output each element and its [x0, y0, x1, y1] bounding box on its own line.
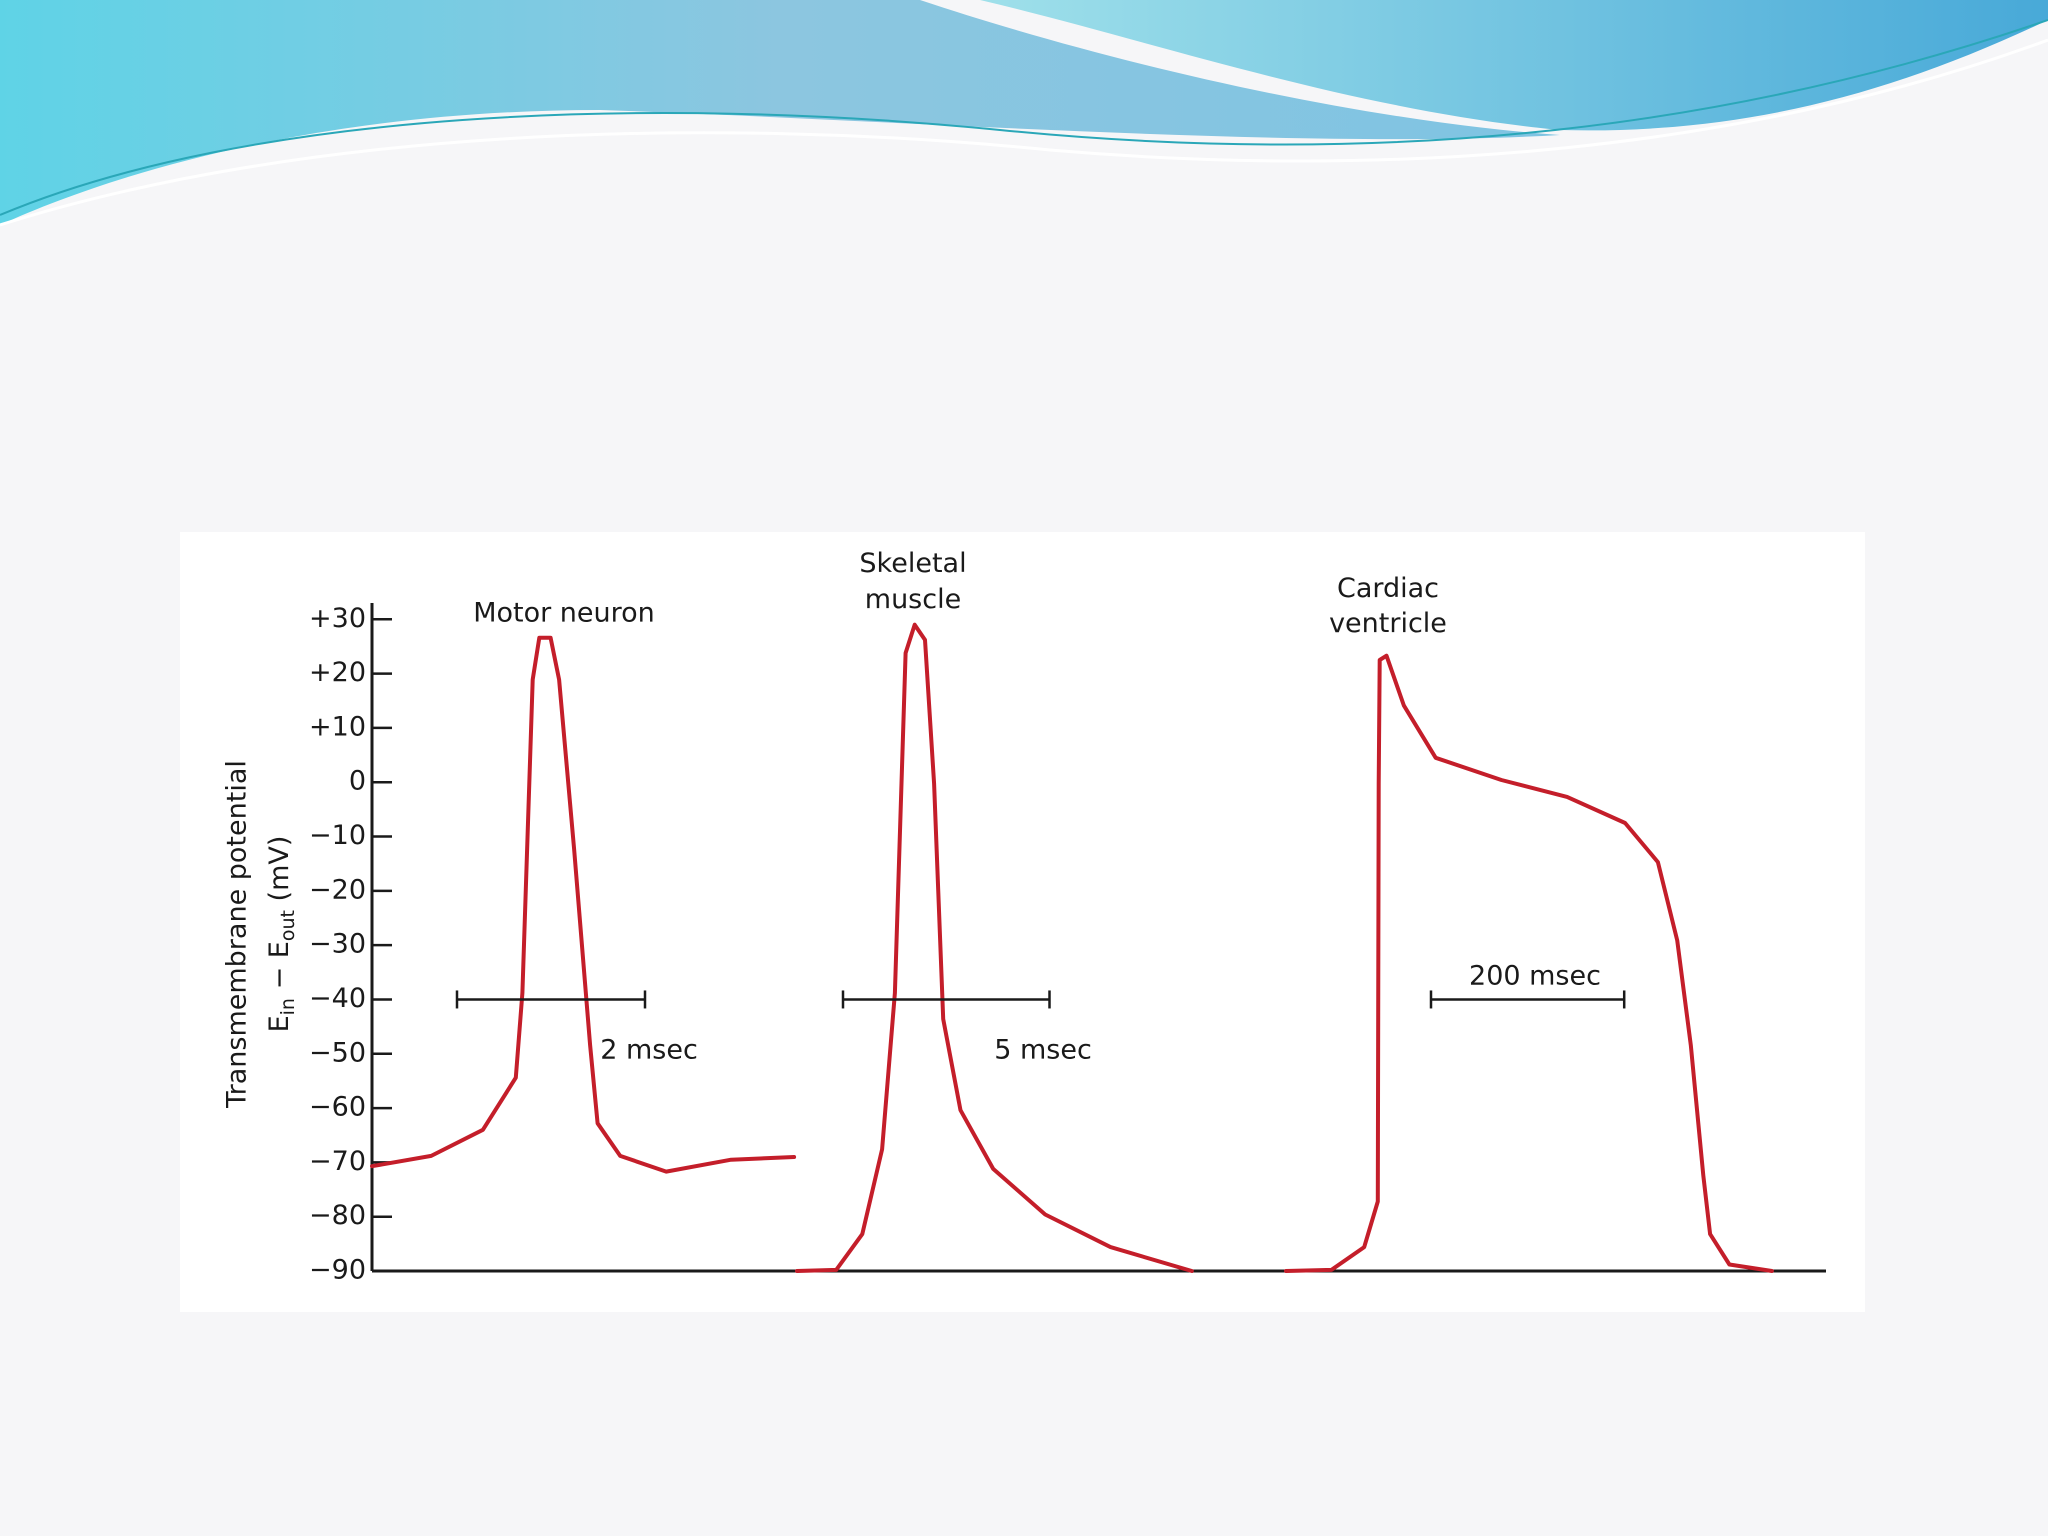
y-tick-label: 0	[349, 766, 366, 797]
trace-label-line: Cardiac	[1337, 573, 1439, 604]
trace-label: Cardiac ventricle	[1329, 573, 1447, 639]
y-axis-subtitle-part: (mV)	[264, 836, 295, 910]
y-tick-label: −50	[309, 1037, 366, 1068]
y-tick-label: −10	[309, 820, 366, 851]
header-line	[0, 38, 2048, 227]
y-tick-label: +10	[309, 711, 366, 742]
trace-label: Skeletal muscle	[859, 548, 966, 615]
y-axis-subtitle: Ein − Eout (mV)	[264, 836, 299, 1033]
y-axis-subtitle-part: out	[277, 910, 299, 941]
trace-label-line: ventricle	[1329, 608, 1447, 639]
header-wave	[980, 0, 2048, 131]
y-tick-label: −30	[309, 929, 366, 960]
y-axis-subtitle-part: in	[277, 998, 299, 1015]
header-line	[0, 19, 2048, 216]
y-tick-label: −90	[309, 1255, 366, 1286]
scale-bar	[1429, 990, 1626, 1009]
trace-label-line: Skeletal	[859, 548, 966, 579]
trace	[370, 635, 797, 1174]
trace	[1284, 653, 1774, 1273]
y-tick-label: −20	[309, 874, 366, 905]
y-tick-label: +20	[309, 657, 366, 688]
scale-bar-label: 200 msec	[1469, 961, 1601, 992]
y-tick-label: −40	[309, 983, 366, 1014]
header-wave	[0, 0, 1560, 225]
y-axis-subtitle-part: − E	[264, 941, 295, 998]
trace	[795, 622, 1194, 1273]
y-tick-label: −70	[309, 1146, 366, 1177]
scale-bar-label: 5 msec	[994, 1035, 1092, 1066]
y-tick-label: +30	[309, 603, 366, 634]
figure-panel	[180, 532, 1865, 1312]
y-axis-title: Transmembrane potential	[222, 760, 253, 1109]
trace-label: Motor neuron	[473, 598, 655, 629]
y-axis-subtitle-part: E	[264, 1015, 295, 1032]
scale-bar-label: 2 msec	[600, 1035, 698, 1066]
trace-label-line: muscle	[865, 584, 961, 615]
y-tick-label: −80	[309, 1200, 366, 1231]
y-tick-label: −60	[309, 1092, 366, 1123]
scale-bar	[841, 990, 1051, 1009]
scale-bar	[455, 990, 647, 1009]
